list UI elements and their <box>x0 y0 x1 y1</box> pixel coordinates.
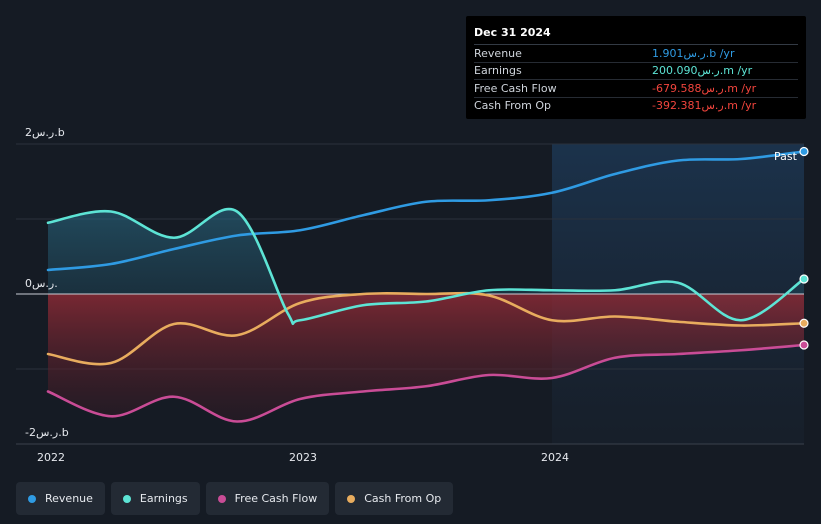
legend-label: Earnings <box>139 492 188 505</box>
legend-item-free-cash-flow[interactable]: Free Cash Flow <box>205 482 330 515</box>
tooltip-value: 200.090ر.س.m /yr <box>652 64 753 78</box>
free-cash-flow-end-point <box>799 340 809 350</box>
legend-dot-icon <box>28 494 36 503</box>
legend-dot-icon <box>217 494 226 503</box>
tooltip-date: Dec 31 2024 <box>474 24 798 45</box>
x-tick-2022: 2022 <box>37 451 65 464</box>
tooltip-label: Free Cash Flow <box>474 81 557 95</box>
revenue-end-point <box>799 146 809 157</box>
y-label-zero: 0ر.س. <box>25 277 58 290</box>
revenue-line <box>46 150 806 272</box>
past-label: Past <box>774 150 797 163</box>
earnings-line <box>46 207 806 326</box>
x-tick-2024: 2024 <box>541 451 569 464</box>
y-label-bottom: -2ر.س.b <box>25 426 69 439</box>
legend-item-revenue[interactable]: Revenue <box>16 482 105 515</box>
tooltip-label: Earnings <box>474 64 522 78</box>
tooltip-row-earnings: Earnings 200.090ر.س.m /yr <box>474 63 798 80</box>
legend-label: Cash From Op <box>364 492 442 505</box>
free-cash-flow-line <box>46 343 806 423</box>
legend-dot-icon <box>122 494 131 503</box>
tooltip-row-revenue: Revenue 1.901ر.س.b /yr <box>474 45 798 63</box>
legend-label: Revenue <box>45 492 93 505</box>
legend-item-cash-from-op[interactable]: Cash From Op <box>335 482 454 515</box>
tooltip-row-fcf: Free Cash Flow -679.588ر.س.m /yr <box>474 80 798 98</box>
cashflow-negative-area <box>48 294 804 422</box>
series-end-markers <box>799 146 809 350</box>
y-label-top: 2ر.س.b <box>25 126 65 139</box>
tooltip-label: Cash From Op <box>474 99 552 113</box>
tooltip: Dec 31 2024 Revenue 1.901ر.س.b /yr Earni… <box>466 16 806 119</box>
earnings-end-point <box>799 274 809 284</box>
tooltip-value: 1.901ر.س.b /yr <box>652 46 735 60</box>
tooltip-value: -679.588ر.س.m /yr <box>652 81 757 95</box>
x-tick-2023: 2023 <box>289 451 317 464</box>
series-lines <box>46 150 806 423</box>
legend-dot-icon <box>347 494 356 503</box>
tooltip-label: Revenue <box>474 46 522 60</box>
tooltip-value: -392.381ر.س.m /yr <box>652 99 757 113</box>
legend-item-earnings[interactable]: Earnings <box>110 482 200 515</box>
tooltip-row-cfo: Cash From Op -392.381ر.س.m /yr <box>474 98 798 115</box>
cash-from-op-end-point <box>799 318 809 328</box>
earnings-positive-area <box>48 209 804 324</box>
legend: Revenue Earnings Free Cash Flow Cash Fro… <box>16 482 454 515</box>
legend-label: Free Cash Flow <box>234 492 318 505</box>
cash-from-op-line <box>46 291 806 366</box>
